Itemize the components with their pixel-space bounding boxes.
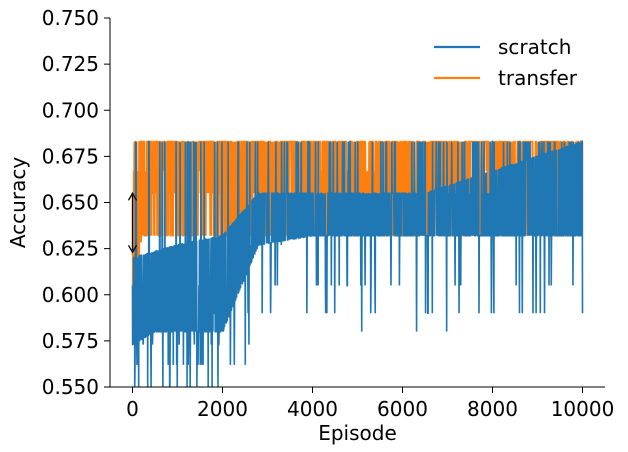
y-tick-label: 0.675 bbox=[42, 144, 99, 168]
y-tick-label: 0.550 bbox=[42, 375, 99, 399]
annotation-arrow-head-bottom bbox=[127, 244, 138, 254]
y-tick-label: 0.600 bbox=[42, 283, 99, 307]
y-axis-label: Accuracy bbox=[6, 157, 30, 248]
x-tick-label: 8000 bbox=[467, 397, 518, 421]
legend-label-transfer: transfer bbox=[498, 66, 578, 90]
series-layer bbox=[131, 139, 584, 387]
x-tick-label: 0 bbox=[126, 397, 139, 421]
y-tick-label: 0.575 bbox=[42, 329, 99, 353]
legend-label-scratch: scratch bbox=[498, 35, 571, 59]
x-tick-label: 4000 bbox=[287, 397, 338, 421]
x-tick-label: 2000 bbox=[197, 397, 248, 421]
y-tick-label: 0.725 bbox=[42, 52, 99, 76]
x-tick-label: 10000 bbox=[551, 397, 615, 421]
ticks-layer: 0 2000 4000 6000 8000 10000 0.550 0.575 0.600 0.6… bbox=[42, 6, 615, 421]
y-tick-label: 0.650 bbox=[42, 191, 99, 215]
y-tick-label: 0.750 bbox=[42, 6, 99, 30]
y-tick-label: 0.700 bbox=[42, 98, 99, 122]
x-tick-label: 6000 bbox=[377, 397, 428, 421]
legend: scratch transfer bbox=[434, 35, 578, 90]
y-tick-label: 0.625 bbox=[42, 237, 99, 261]
series-line-scratch bbox=[131, 139, 584, 387]
annotation-arrow-head-top bbox=[127, 191, 138, 201]
x-axis-label: Episode bbox=[318, 421, 397, 445]
annotation-layer bbox=[127, 191, 138, 254]
